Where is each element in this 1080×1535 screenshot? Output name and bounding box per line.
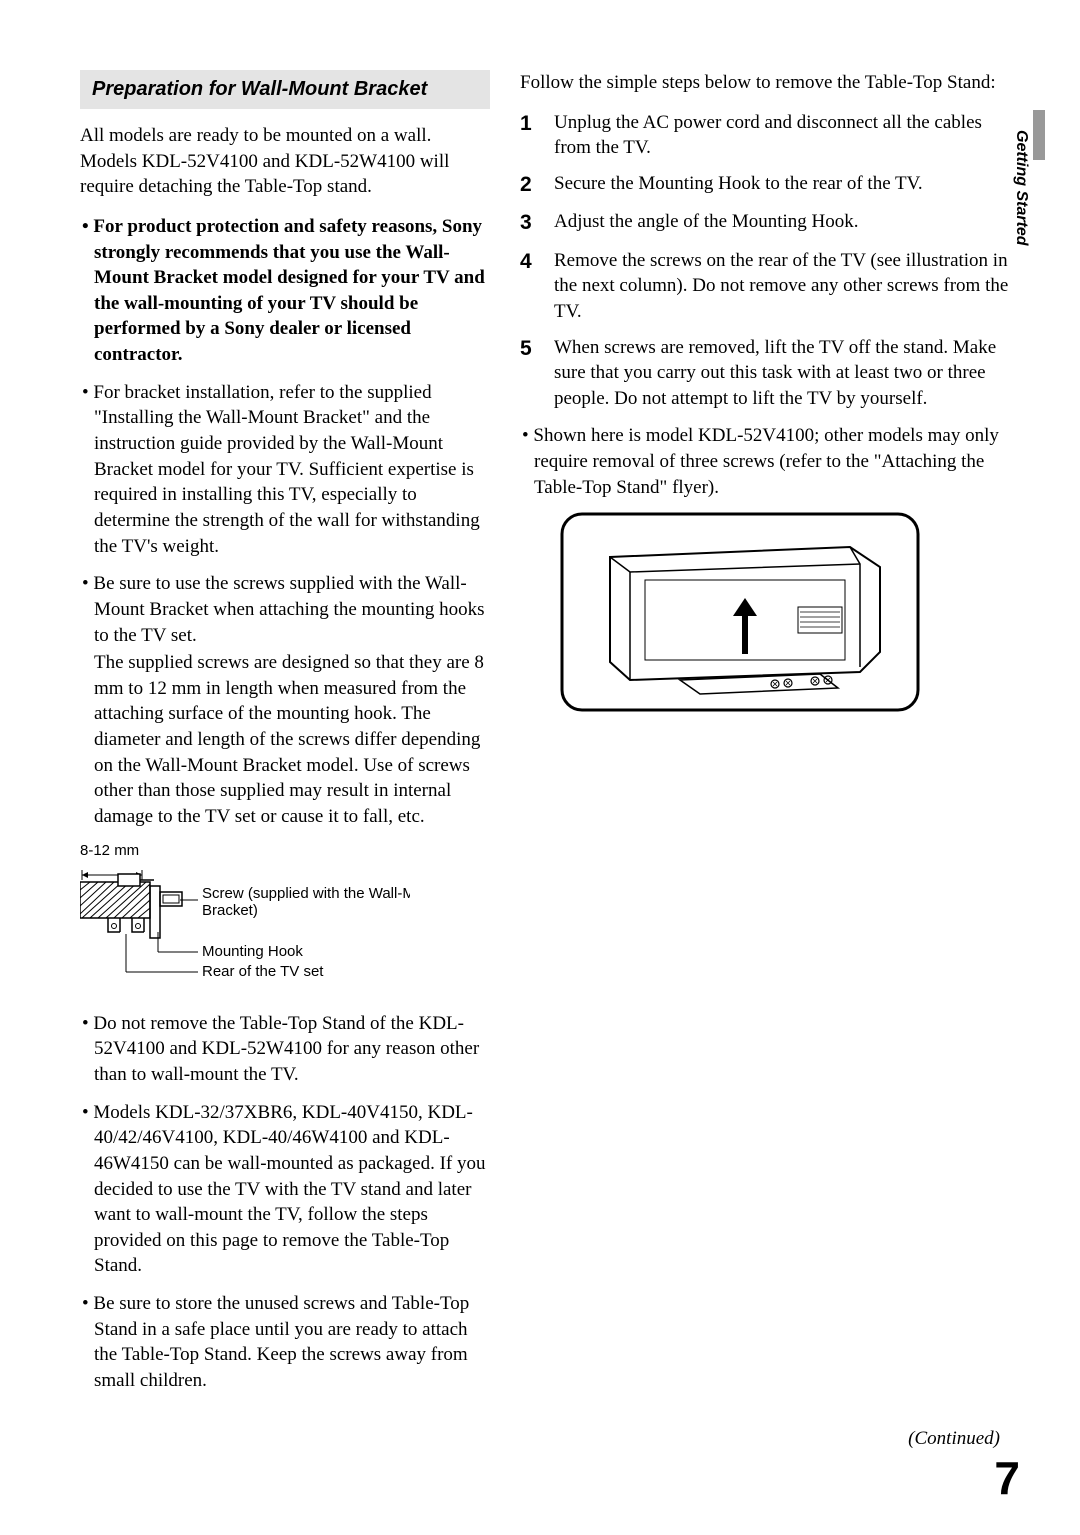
screw-diagram: 8-12 mm — [80, 842, 410, 995]
steps-intro: Follow the simple steps below to remove … — [520, 70, 1010, 96]
bullet-item: For bracket installation, refer to the s… — [80, 380, 490, 559]
step-item: 3Adjust the angle of the Mounting Hook. — [520, 209, 1010, 237]
step-number: 4 — [520, 248, 554, 325]
steps-list: 1Unplug the AC power cord and disconnect… — [520, 110, 1010, 412]
bullet-item: For product protection and safety reason… — [80, 214, 490, 368]
step-number: 1 — [520, 110, 554, 161]
left-column: Preparation for Wall-Mount Bracket All m… — [80, 70, 490, 1390]
screw-label-2: Rear of the TV set — [202, 963, 324, 980]
bullet-item: Be sure to use the screws supplied with … — [80, 571, 490, 829]
side-tab-label: Getting Started — [1012, 130, 1030, 246]
bullet-item: Shown here is model KDL-52V4100; other m… — [520, 423, 1010, 500]
intro-paragraph: All models are ready to be mounted on a … — [80, 123, 490, 200]
step-text: When screws are removed, lift the TV off… — [554, 335, 1010, 412]
section-heading: Preparation for Wall-Mount Bracket — [80, 70, 490, 109]
left-bullet-list: For product protection and safety reason… — [80, 214, 490, 830]
step-text: Adjust the angle of the Mounting Hook. — [554, 209, 1010, 237]
step-item: 4Remove the screws on the rear of the TV… — [520, 248, 1010, 325]
step-number: 2 — [520, 171, 554, 199]
right-bullet-list: Shown here is model KDL-52V4100; other m… — [520, 423, 1010, 500]
step-text: Secure the Mounting Hook to the rear of … — [554, 171, 1010, 199]
bullet-item: Be sure to store the unused screws and T… — [80, 1291, 490, 1394]
tv-illustration — [560, 512, 920, 712]
screw-range-label: 8-12 mm — [80, 842, 139, 859]
step-number: 5 — [520, 335, 554, 412]
bullet-item: Models KDL-32/37XBR6, KDL-40V4150, KDL-4… — [80, 1100, 490, 1279]
screw-label-0: Screw (supplied with the Wall-MountBrack… — [202, 885, 410, 919]
bullet-text: Be sure to use the screws supplied with … — [93, 573, 484, 645]
step-item: 1Unplug the AC power cord and disconnect… — [520, 110, 1010, 161]
left-bullet-list-2: Do not remove the Table-Top Stand of the… — [80, 1011, 490, 1394]
screw-label-1: Mounting Hook — [202, 943, 303, 960]
bullet-item: Do not remove the Table-Top Stand of the… — [80, 1011, 490, 1088]
page-columns: Preparation for Wall-Mount Bracket All m… — [80, 70, 1010, 1390]
step-text: Remove the screws on the rear of the TV … — [554, 248, 1010, 325]
continued-label: (Continued) — [908, 1428, 1000, 1450]
step-item: 2Secure the Mounting Hook to the rear of… — [520, 171, 1010, 199]
screw-diagram-svg: Screw (supplied with the Wall-MountBrack… — [80, 860, 410, 990]
step-text: Unplug the AC power cord and disconnect … — [554, 110, 1010, 161]
bullet-subtext: The supplied screws are designed so that… — [94, 650, 490, 829]
side-tab-block — [1033, 110, 1045, 160]
page-number: 7 — [994, 1451, 1020, 1505]
step-item: 5When screws are removed, lift the TV of… — [520, 335, 1010, 412]
right-column: Follow the simple steps below to remove … — [520, 70, 1010, 1390]
step-number: 3 — [520, 209, 554, 237]
